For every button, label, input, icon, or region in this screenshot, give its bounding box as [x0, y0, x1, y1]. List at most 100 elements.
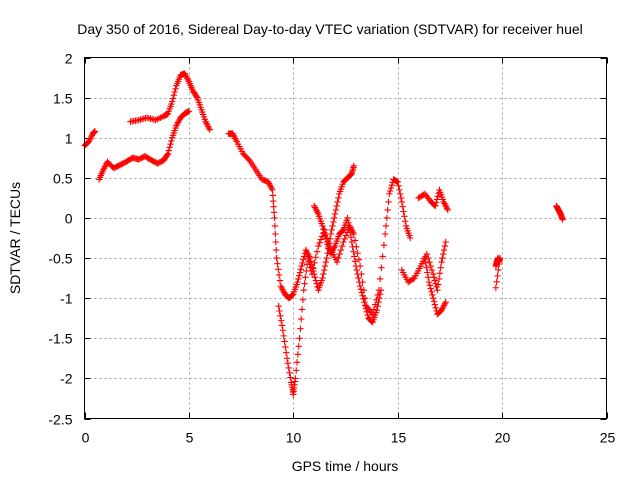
data-point: [494, 272, 501, 280]
data-point: [346, 224, 353, 231]
data-point: [338, 242, 346, 250]
data-point: [409, 275, 417, 283]
series-arc1: [81, 128, 99, 149]
data-point: [300, 286, 307, 294]
data-point: [277, 317, 285, 324]
data-point: [444, 206, 452, 214]
data-point: [441, 242, 449, 250]
data-point: [426, 258, 433, 266]
data-point: [305, 258, 312, 265]
data-point: [316, 239, 323, 247]
data-point: [433, 196, 441, 203]
data-point: [423, 250, 431, 258]
data-point: [169, 95, 177, 102]
y-tick-label: 1: [65, 131, 73, 147]
data-point: [496, 254, 504, 262]
data-point: [328, 226, 335, 234]
data-point: [407, 234, 414, 242]
data-point: [432, 304, 439, 311]
data-point: [308, 270, 316, 278]
data-point: [355, 256, 363, 263]
data-point: [397, 190, 404, 198]
data-point: [310, 265, 317, 272]
data-point: [319, 222, 326, 230]
data-point: [438, 258, 445, 266]
data-point: [185, 108, 193, 115]
data-point: [345, 219, 352, 226]
data-point: [383, 214, 391, 222]
y-axis-label: SDTVAR / TECUs: [7, 182, 23, 294]
data-point: [356, 278, 363, 286]
data-point: [312, 277, 320, 284]
series-arc11: [553, 202, 566, 223]
y-tick-label: -0.5: [48, 251, 72, 267]
data-point: [431, 277, 439, 284]
data-point: [163, 151, 171, 159]
data-point: [285, 364, 292, 372]
data-point: [373, 307, 381, 314]
data-point: [282, 343, 289, 351]
data-point: [336, 250, 343, 258]
data-point: [275, 302, 282, 310]
data-point: [280, 332, 287, 340]
data-point: [166, 144, 173, 151]
data-point: [206, 126, 213, 133]
data-point: [311, 259, 318, 267]
data-point: [352, 262, 360, 270]
x-tick-label: 25: [600, 430, 616, 446]
data-point: [346, 229, 354, 236]
data-point: [379, 253, 386, 260]
data-point: [168, 98, 176, 105]
data-point: [298, 262, 305, 270]
data-point: [397, 194, 405, 202]
data-point: [388, 182, 396, 189]
data-point: [376, 290, 384, 298]
data-point: [270, 209, 278, 216]
y-tick-label: -1.5: [48, 331, 72, 347]
data-point: [435, 281, 442, 288]
data-point: [400, 208, 407, 215]
data-point: [380, 242, 388, 249]
x-tick-label: 20: [495, 430, 511, 446]
data-point: [284, 359, 292, 367]
data-point: [340, 238, 347, 246]
data-point: [332, 206, 340, 214]
data-point: [271, 222, 279, 230]
data-point: [387, 184, 395, 192]
data-point: [335, 254, 342, 262]
data-point: [363, 308, 370, 316]
data-point: [382, 222, 390, 230]
data-point: [437, 264, 444, 271]
data-point: [165, 147, 173, 154]
data-point: [425, 278, 433, 286]
data-point: [275, 271, 283, 279]
y-tick-label: 0.5: [53, 171, 73, 187]
series-arc7: [398, 238, 449, 294]
data-point: [436, 270, 444, 277]
data-point: [386, 190, 393, 198]
series-arc4: [225, 130, 358, 302]
data-point: [402, 217, 409, 225]
data-point: [376, 294, 383, 302]
data-point: [313, 248, 321, 255]
data-point: [278, 322, 286, 329]
data-point: [296, 269, 304, 276]
data-point: [283, 355, 291, 362]
data-point: [312, 254, 320, 261]
data-point: [304, 254, 312, 262]
data-point: [354, 270, 361, 278]
data-point: [351, 258, 359, 265]
data-point: [302, 274, 309, 281]
data-point: [313, 280, 320, 287]
data-point: [292, 375, 299, 382]
data-point: [385, 198, 392, 206]
data-point: [276, 277, 284, 284]
data-point: [299, 296, 307, 303]
data-point: [172, 85, 179, 92]
data-point: [394, 178, 401, 186]
data-point: [351, 253, 358, 260]
data-point: [495, 266, 502, 274]
data-point: [301, 280, 308, 287]
data-point: [293, 359, 301, 366]
data-point: [323, 254, 330, 262]
